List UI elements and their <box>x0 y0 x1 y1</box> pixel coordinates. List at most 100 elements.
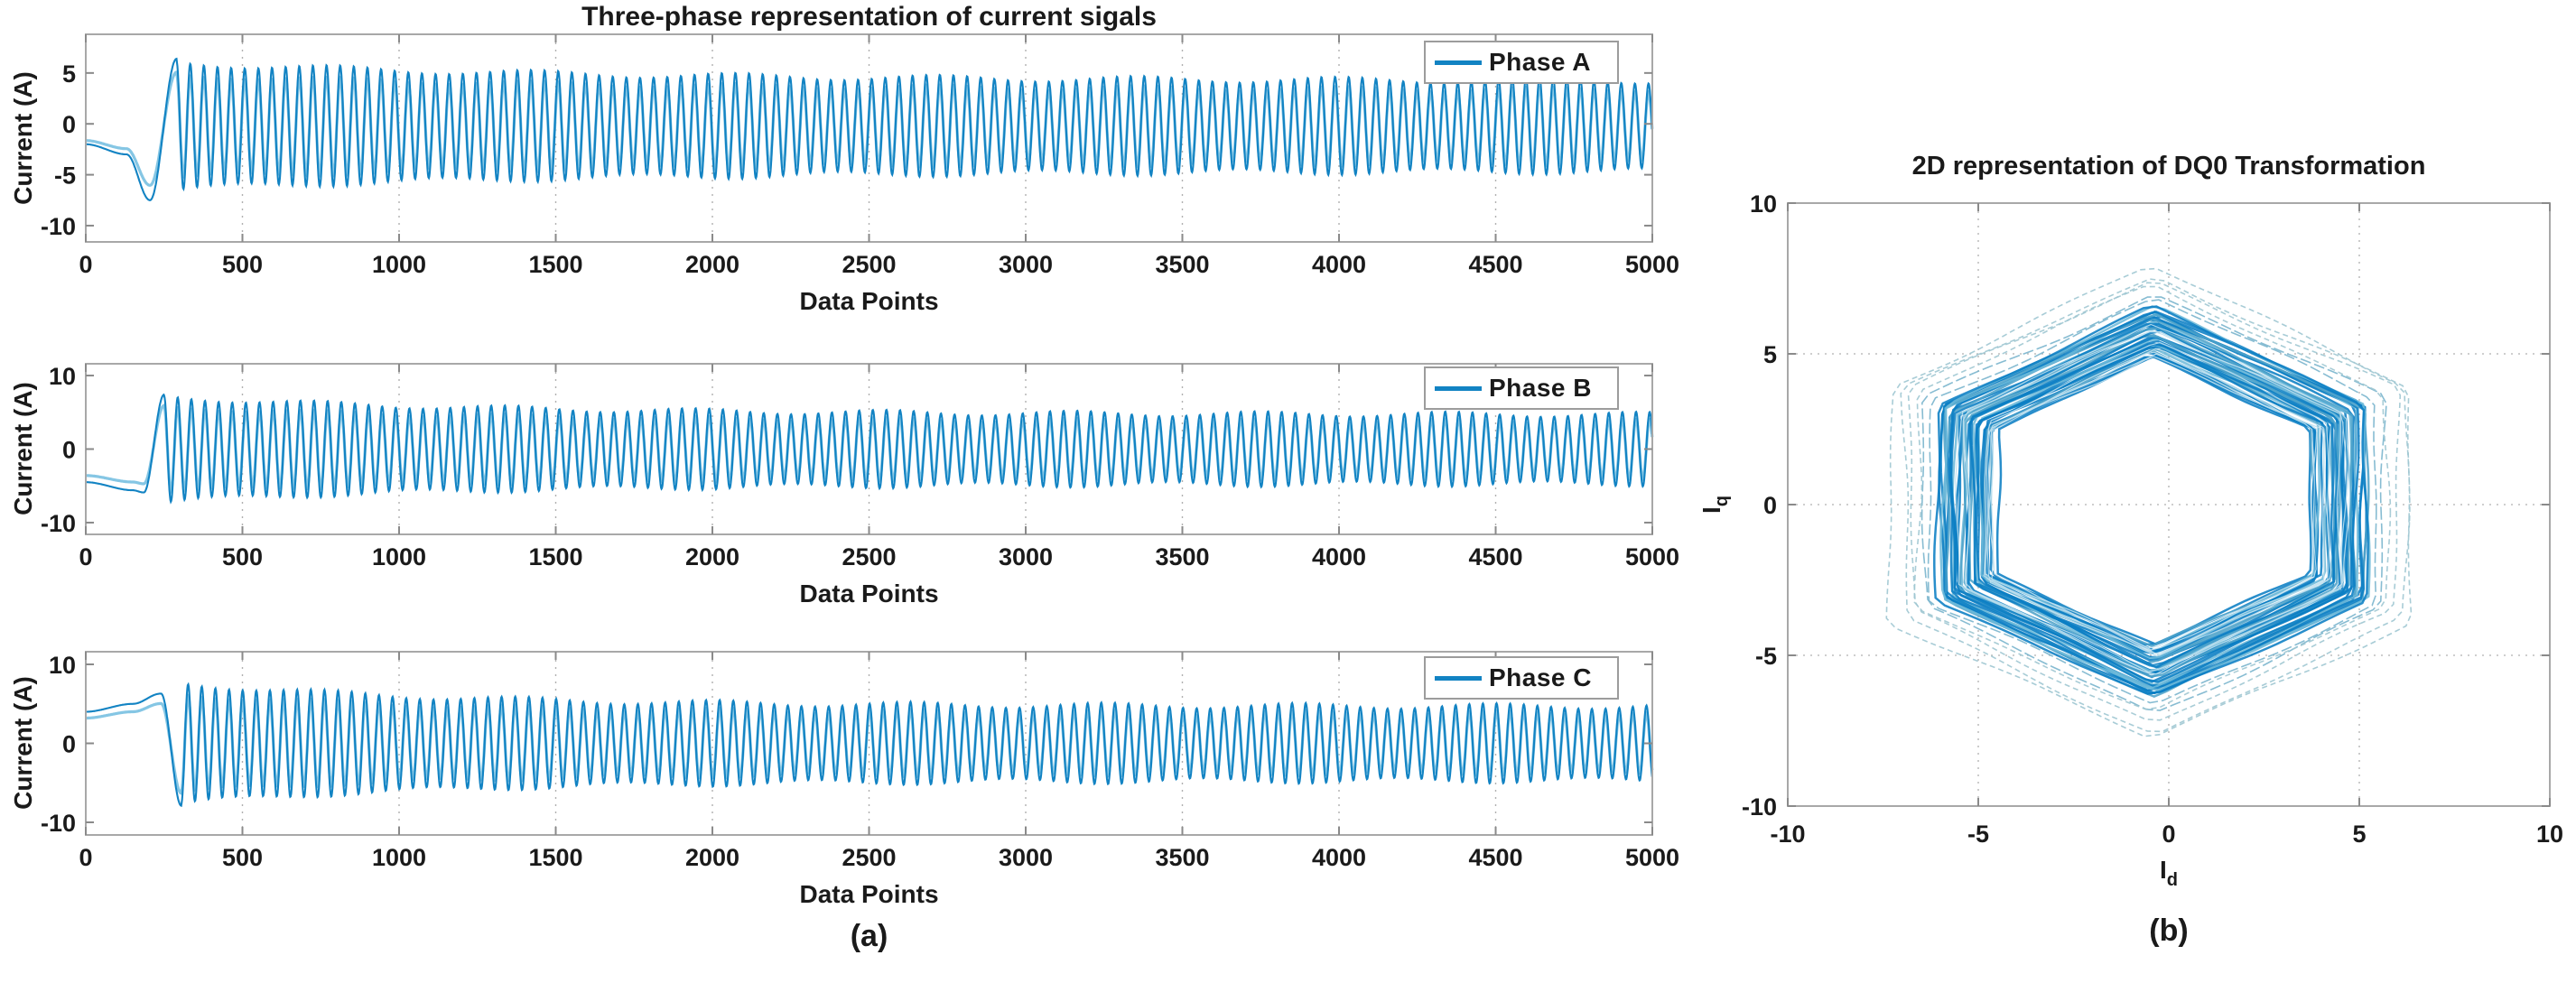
phase-b-ylabel: Current (A) <box>9 382 37 515</box>
dq-trajectory-strand <box>1955 323 2344 673</box>
dq-trajectory-loop <box>1963 334 2341 672</box>
dq-ylabel: Iq <box>1697 473 1732 536</box>
phase-a-xlabel: Data Points <box>799 287 939 315</box>
x-tick-label: 1000 <box>372 844 426 871</box>
x-tick-label: 0 <box>2162 821 2175 848</box>
legend-phase-c: Phase C <box>1424 656 1619 700</box>
dq-trajectory-outer-loop <box>1907 282 2402 721</box>
x-tick-label: 5000 <box>1625 844 1679 871</box>
x-tick-label: 5000 <box>1625 251 1679 278</box>
waveform-phase-b <box>86 393 1653 505</box>
x-tick-label: 0 <box>79 251 92 278</box>
legend-phase-a: Phase A <box>1424 41 1619 84</box>
dq-trajectory-loop <box>1933 305 2369 695</box>
x-tick-label: 2000 <box>685 543 739 570</box>
dq-trajectory-loop <box>1980 346 2330 659</box>
x-tick-label: 4000 <box>1312 543 1366 570</box>
caption-b: (b) <box>2149 913 2189 948</box>
legend-phase-b: Phase B <box>1424 366 1619 410</box>
dq-trajectory-outer-loop <box>1913 285 2392 710</box>
phase-c-ylabel: Current (A) <box>9 676 37 810</box>
legend-line-sample <box>1435 385 1482 391</box>
legend-line-sample <box>1435 675 1482 681</box>
dq-trajectory-strand <box>1963 329 2348 675</box>
dq-trajectory-outer-loop <box>1885 267 2413 737</box>
legend-line-sample <box>1435 60 1482 65</box>
phase-b-xlabel: Data Points <box>799 580 939 607</box>
y-tick-label: 0 <box>62 731 76 758</box>
y-tick-label: 5 <box>62 60 76 88</box>
phase-c-xlabel: Data Points <box>799 880 939 908</box>
y-tick-label: -10 <box>41 213 76 240</box>
dq-ylabel-sub: q <box>1712 496 1732 507</box>
dq-trajectory-loop <box>1942 311 2367 695</box>
y-tick-label: -5 <box>54 162 76 190</box>
legend-label: Phase B <box>1489 374 1592 402</box>
y-tick-label: -5 <box>1755 643 1777 670</box>
dq-trajectory-strand <box>1963 330 2351 675</box>
caption-a: (a) <box>850 919 888 953</box>
dq-trajectory-outer-loop <box>1920 296 2387 711</box>
x-tick-label: 500 <box>222 543 263 570</box>
x-tick-label: 4500 <box>1468 543 1522 570</box>
x-tick-label: 5000 <box>1625 543 1679 570</box>
dq-xlabel: Id <box>1788 856 2550 890</box>
dq-ylabel-main: I <box>1697 506 1725 514</box>
y-tick-label: 0 <box>1763 492 1777 519</box>
x-tick-label: -10 <box>1770 821 1805 848</box>
y-tick-label: 10 <box>49 363 76 390</box>
dq-xlabel-main: I <box>2160 856 2167 884</box>
x-tick-label: 2000 <box>685 251 739 278</box>
y-tick-label: 5 <box>1763 341 1777 368</box>
x-tick-label: -5 <box>1967 821 1989 848</box>
x-tick-label: 3000 <box>999 844 1053 871</box>
y-tick-label: -10 <box>41 810 76 837</box>
x-tick-label: 4500 <box>1468 844 1522 871</box>
y-tick-label: 0 <box>62 437 76 464</box>
right-figure-title: 2D representation of DQ0 Transformation <box>1911 152 2426 181</box>
x-tick-label: 2500 <box>842 251 896 278</box>
x-tick-label: 500 <box>222 844 263 871</box>
x-tick-label: 10 <box>2536 821 2563 848</box>
dq-trajectory-loop <box>1982 348 2331 661</box>
x-tick-label: 3500 <box>1155 251 1209 278</box>
x-tick-label: 2000 <box>685 844 739 871</box>
x-tick-label: 1500 <box>528 543 582 570</box>
x-tick-label: 0 <box>79 844 92 871</box>
y-tick-label: 0 <box>62 111 76 138</box>
x-tick-label: 2500 <box>842 543 896 570</box>
dq-trajectory-outer-loop <box>1900 278 2411 733</box>
x-tick-label: 3000 <box>999 543 1053 570</box>
y-tick-label: -10 <box>1742 793 1777 821</box>
x-tick-label: 0 <box>79 543 92 570</box>
dq-trajectory-loop <box>1939 305 2371 692</box>
legend-label: Phase C <box>1489 663 1592 691</box>
x-tick-label: 500 <box>222 251 263 278</box>
waveform-phase-c <box>86 682 1653 808</box>
dq-trajectory-loop <box>1942 313 2370 698</box>
dq-trajectory-strand <box>1988 356 2318 651</box>
dq-trajectory-outer-loop <box>1927 299 2377 704</box>
waveform-phase-a <box>86 57 1653 201</box>
x-tick-label: 3000 <box>999 251 1053 278</box>
legend-label: Phase A <box>1489 48 1591 76</box>
dq-xlabel-sub: d <box>2166 870 2178 890</box>
y-tick-label: 10 <box>49 652 76 679</box>
x-tick-label: 4000 <box>1312 251 1366 278</box>
x-tick-label: 5 <box>2352 821 2366 848</box>
x-tick-label: 2500 <box>842 844 896 871</box>
dq-trajectory-strand <box>1985 351 2317 649</box>
dq-trajectory-loop <box>1938 311 2367 695</box>
left-figure-title: Three-phase representation of current si… <box>581 2 1157 32</box>
x-tick-label: 3500 <box>1155 844 1209 871</box>
x-tick-label: 4000 <box>1312 844 1366 871</box>
x-tick-label: 1000 <box>372 251 426 278</box>
phase-a-ylabel: Current (A) <box>9 71 37 205</box>
x-tick-label: 4500 <box>1468 251 1522 278</box>
x-tick-label: 1500 <box>528 844 582 871</box>
x-tick-label: 3500 <box>1155 543 1209 570</box>
x-tick-label: 1000 <box>372 543 426 570</box>
y-tick-label: 10 <box>1750 190 1777 218</box>
